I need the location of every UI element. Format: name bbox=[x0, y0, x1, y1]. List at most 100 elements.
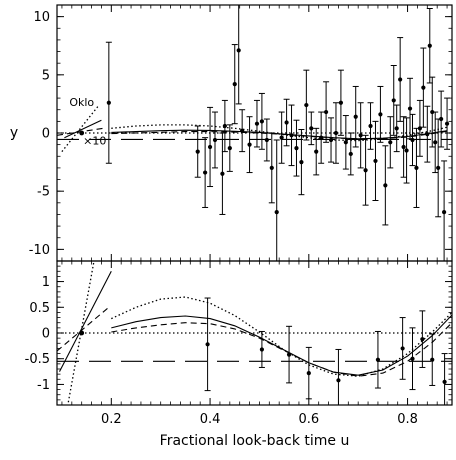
top-data-point bbox=[442, 210, 447, 215]
bottom-data-point bbox=[205, 342, 210, 347]
bottom-data-point bbox=[286, 352, 292, 357]
top-y-axis-title: y bbox=[10, 125, 18, 141]
bottom-y-tick-label: -1 bbox=[37, 378, 50, 393]
bottom-oklo-point bbox=[79, 330, 85, 336]
bottom-y-tick-label: 1 bbox=[42, 275, 50, 290]
top-data-point bbox=[294, 146, 299, 151]
top-data-point bbox=[383, 183, 388, 188]
top-data-point bbox=[394, 126, 399, 131]
bottom-data-point bbox=[400, 346, 405, 351]
top-data-point bbox=[264, 137, 269, 143]
top-data-point bbox=[358, 133, 363, 138]
bottom-panel: 1 0.5 0 -0.5 -1 0.2 0.4 0.6 0.8 bbox=[25, 260, 453, 427]
top-data-point bbox=[279, 135, 284, 140]
top-data-point bbox=[323, 109, 329, 115]
bottom-data-point bbox=[306, 371, 311, 376]
top-data-point bbox=[348, 151, 353, 157]
top-curve-solid bbox=[64, 119, 102, 139]
top-data-point bbox=[304, 102, 309, 108]
top-data-point bbox=[220, 171, 225, 176]
top-data-point bbox=[378, 112, 383, 117]
top-data-point bbox=[333, 130, 339, 136]
bottom-curve-short-dash bbox=[111, 322, 452, 377]
x-tick-label: 0.2 bbox=[101, 412, 122, 427]
top-y-tick-label: -10 bbox=[29, 243, 50, 258]
top-y-tick-label: 0 bbox=[42, 127, 50, 142]
bottom-data-point bbox=[430, 357, 435, 362]
top-data-point bbox=[414, 165, 419, 171]
top-data-point bbox=[421, 85, 426, 90]
top-data-point bbox=[444, 121, 450, 126]
x-axis-title: Fractional look-back time u bbox=[160, 433, 350, 449]
top-panel: 10 5 0 -5 -10 Oklo ×10 y bbox=[10, 4, 453, 262]
top-data-point bbox=[203, 170, 208, 175]
top-data-point bbox=[207, 144, 213, 150]
top-data-point bbox=[410, 137, 415, 143]
bottom-y-tick-label: -0.5 bbox=[25, 352, 50, 367]
top-oklo-point bbox=[79, 130, 85, 136]
top-data-point bbox=[247, 142, 252, 147]
top-data-point bbox=[232, 82, 237, 87]
top-data-point bbox=[391, 98, 396, 103]
bottom-data-point bbox=[336, 378, 341, 383]
top-data-point bbox=[338, 100, 344, 105]
top-y-tick-label: 10 bbox=[33, 10, 50, 25]
bottom-data-point bbox=[259, 347, 265, 352]
top-curve-short-dash bbox=[111, 130, 448, 140]
top-data-point bbox=[368, 123, 373, 129]
top-data-point bbox=[309, 126, 314, 131]
top-data-point bbox=[269, 165, 274, 171]
top-data-point bbox=[259, 119, 265, 124]
top-data-point bbox=[314, 149, 319, 154]
top-data-point bbox=[212, 137, 218, 143]
top-data-point bbox=[388, 140, 393, 145]
x-tick-label: 0.8 bbox=[397, 412, 418, 427]
top-data-point bbox=[427, 43, 432, 48]
top-data-point bbox=[240, 128, 245, 133]
bottom-y-tick-label: 0.5 bbox=[29, 301, 50, 316]
top-data-point bbox=[289, 133, 294, 138]
top-data-point bbox=[404, 148, 409, 153]
top-data-point bbox=[254, 121, 260, 126]
top-data-point bbox=[436, 165, 441, 171]
bottom-curve-solid bbox=[111, 314, 452, 376]
top-data-point bbox=[195, 149, 200, 154]
top-data-point bbox=[222, 123, 227, 129]
top-data-point bbox=[274, 210, 279, 215]
top-annotation: ×10 bbox=[83, 135, 106, 148]
top-data-point bbox=[353, 114, 358, 119]
top-data-point bbox=[401, 144, 406, 150]
top-data-point bbox=[236, 48, 241, 53]
top-data-point bbox=[363, 168, 368, 173]
top-data-point bbox=[398, 77, 403, 82]
top-plot-area bbox=[57, 5, 452, 261]
top-data-point bbox=[407, 106, 413, 111]
bottom-data-point bbox=[410, 356, 415, 361]
bottom-data-point bbox=[442, 379, 447, 384]
bottom-curve-dotted bbox=[111, 296, 452, 377]
top-data-point bbox=[373, 158, 378, 164]
top-y-tick-label: 5 bbox=[42, 68, 50, 83]
top-data-point bbox=[425, 132, 430, 137]
bottom-data-point bbox=[375, 357, 381, 362]
x-tick-label: 0.4 bbox=[200, 412, 221, 427]
top-data-point bbox=[328, 137, 334, 143]
bottom-y-tick-label: 0 bbox=[42, 327, 50, 342]
bottom-curve-short-dash bbox=[57, 306, 110, 352]
bottom-curve-dotted bbox=[67, 261, 95, 405]
top-data-point bbox=[433, 140, 438, 145]
top-data-point bbox=[106, 100, 111, 105]
top-data-point bbox=[343, 140, 348, 145]
x-tick-label: 0.6 bbox=[298, 412, 319, 427]
top-data-point bbox=[439, 116, 444, 122]
top-y-tick-label: -5 bbox=[37, 185, 50, 200]
top-data-point bbox=[299, 159, 304, 165]
top-data-point bbox=[284, 120, 289, 125]
top-annotation: Oklo bbox=[69, 96, 94, 109]
bottom-data-point bbox=[420, 337, 425, 342]
top-data-point bbox=[227, 146, 232, 151]
top-data-point bbox=[319, 135, 324, 140]
bottom-plot-area bbox=[57, 261, 452, 405]
